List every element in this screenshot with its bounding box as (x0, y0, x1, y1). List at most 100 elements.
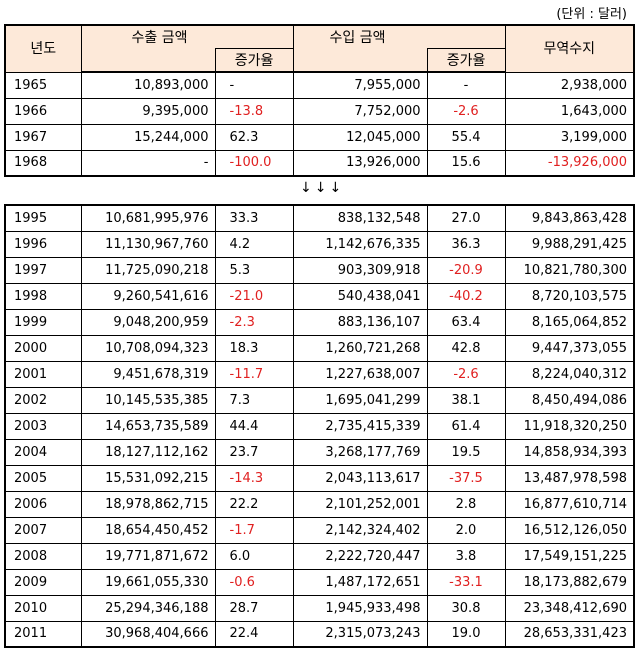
table-row: 1968- -100.0 13,926,000 15.6 -13,926,000 (5, 149, 635, 176)
cell-balance: 10,821,780,300 (504, 256, 634, 283)
cell-year: 1967 (5, 123, 81, 150)
cell-import: 1,695,041,299 (292, 386, 427, 413)
cell-import-growth: 15.6 (426, 149, 506, 176)
table-row: 1997 11,725,090,218 5.3 903,309,918 -20.9 10,… (5, 256, 634, 283)
cell-export: 11,130,967,760 (80, 230, 215, 257)
cell-balance: 9,447,373,055 (504, 334, 634, 361)
cell-balance: 13,487,978,598 (504, 464, 634, 491)
table-row: 2000 10,708,094,323 18.3 1,260,721,268 42.8 9… (5, 334, 634, 361)
cell-export: 19,661,055,330 (80, 568, 215, 595)
cell-import-growth: -20.9 (426, 256, 505, 283)
cell-import-growth: 42.8 (426, 334, 505, 361)
continuation-arrows: ↓↓↓ (300, 180, 345, 196)
table-row: 2009 19,661,055,330 -0.6 1,487,172,651 -33.1… (5, 568, 634, 595)
cell-export: 9,048,200,959 (80, 308, 215, 335)
cell-import: 1,142,676,335 (292, 230, 427, 257)
cell-export-growth: 22.2 (214, 490, 293, 517)
cell-import: 2,043,113,617 (292, 464, 427, 491)
cell-import-growth: 61.4 (426, 412, 505, 439)
cell-export-growth: -21.0 (214, 282, 293, 309)
cell-import: 2,222,720,447 (292, 542, 427, 569)
cell-export-growth: 62.3 (214, 123, 294, 150)
cell-export-growth: -11.7 (214, 360, 293, 387)
cell-import-growth: 36.3 (426, 230, 505, 257)
cell-export: 9,451,678,319 (80, 360, 215, 387)
cell-export: 10,893,000 (80, 71, 215, 98)
cell-balance: 28,653,331,423 (504, 620, 634, 647)
cell-import: 3,268,177,769 (292, 438, 427, 465)
cell-year: 2009 (5, 568, 81, 595)
cell-export: 18,654,450,452 (80, 516, 215, 543)
cell-export-growth: 23.7 (214, 438, 293, 465)
cell-import-growth: -40.2 (426, 282, 505, 309)
cell-export: 15,244,000 (80, 123, 215, 150)
cell-import: 903,309,918 (292, 256, 427, 283)
cell-import: 1,260,721,268 (292, 334, 427, 361)
cell-import: 2,735,415,339 (292, 412, 427, 439)
cell-year: 2007 (5, 516, 81, 543)
cell-balance: -13,926,000 (504, 149, 635, 176)
header-balance: 무역수지 (504, 25, 635, 72)
cell-year: 1968 (5, 149, 81, 176)
cell-year: 2011 (5, 620, 81, 647)
table-row: 1965 10,893,000-7,955,000-2,938,000 (5, 71, 635, 98)
cell-import-growth: 19.0 (426, 620, 505, 647)
cell-export-growth: 6.0 (214, 542, 293, 569)
cell-import: 883,136,107 (292, 308, 427, 335)
cell-balance: 23,348,412,690 (504, 594, 634, 621)
cell-year: 1965 (5, 71, 81, 98)
cell-import-growth: - (426, 71, 506, 98)
cell-export-growth: -2.3 (214, 308, 293, 335)
cell-import-growth: 2.8 (426, 490, 505, 517)
cell-balance: 3,199,000 (504, 123, 635, 150)
table-row: 2011 30,968,404,666 22.4 2,315,073,243 19.0 2… (5, 620, 634, 647)
cell-export-growth: 33.3 (214, 205, 293, 231)
cell-export: 18,978,862,715 (80, 490, 215, 517)
cell-import-growth: 2.0 (426, 516, 505, 543)
cell-import: 1,945,933,498 (292, 594, 427, 621)
cell-import: 540,438,041 (292, 282, 427, 309)
cell-import-growth: 30.8 (426, 594, 505, 621)
cell-year: 2008 (5, 542, 81, 569)
table-row: 1966 9,395,000 -13.8 7,752,000 -2.6 1,643,000 (5, 97, 635, 124)
cell-export: 10,145,535,385 (80, 386, 215, 413)
cell-export-growth: 7.3 (214, 386, 293, 413)
cell-year: 2003 (5, 412, 81, 439)
cell-year: 2005 (5, 464, 81, 491)
cell-balance: 8,165,064,852 (504, 308, 634, 335)
table-row: 2002 10,145,535,385 7.3 1,695,041,299 38.1 8,… (5, 386, 634, 413)
cell-balance: 14,858,934,393 (504, 438, 634, 465)
cell-import-growth: 27.0 (426, 205, 505, 231)
cell-year: 2010 (5, 594, 81, 621)
cell-import: 1,487,172,651 (292, 568, 427, 595)
cell-import-growth: 38.1 (426, 386, 505, 413)
cell-export-growth: 22.4 (214, 620, 293, 647)
table-row: 2005 15,531,092,215 -14.3 2,043,113,617 -37.… (5, 464, 634, 491)
cell-balance: 8,224,040,312 (504, 360, 634, 387)
cell-year: 2002 (5, 386, 81, 413)
cell-import: 7,752,000 (292, 97, 428, 124)
trade-table-1995-2011: 1995 10,681,995,976 33.3 838,132,548 27.0 9,8… (4, 204, 635, 648)
cell-year: 2001 (5, 360, 81, 387)
cell-import-growth: 63.4 (426, 308, 505, 335)
table-row: 2006 18,978,862,715 22.2 2,101,252,001 2.8 16… (5, 490, 634, 517)
table-row: 2008 19,771,871,672 6.0 2,222,720,447 3.8 17,… (5, 542, 634, 569)
cell-export-growth: -0.6 (214, 568, 293, 595)
cell-balance: 8,450,494,086 (504, 386, 634, 413)
cell-export-growth: - (214, 71, 294, 98)
cell-year: 1995 (14, 210, 48, 226)
cell-year: 1997 (5, 256, 81, 283)
cell-export: 14,653,735,589 (80, 412, 215, 439)
cell-export-growth: -100.0 (214, 149, 294, 176)
cell-import-growth: -2.6 (426, 360, 505, 387)
cell-import-growth: 3.8 (426, 542, 505, 569)
cell-export: 11,725,090,218 (80, 256, 215, 283)
cell-balance: 2,938,000 (504, 71, 635, 98)
table-row: 1967 15,244,000 62.3 12,045,000 55.4 3,199,00… (5, 123, 635, 150)
cell-balance: 9,843,863,428 (504, 205, 634, 231)
cell-export-growth: 28.7 (214, 594, 293, 621)
cell-balance: 11,918,320,250 (504, 412, 634, 439)
cell-export-growth: -14.3 (214, 464, 293, 491)
cell-export: 9,395,000 (80, 97, 215, 124)
header-year: 년도 (5, 25, 81, 72)
